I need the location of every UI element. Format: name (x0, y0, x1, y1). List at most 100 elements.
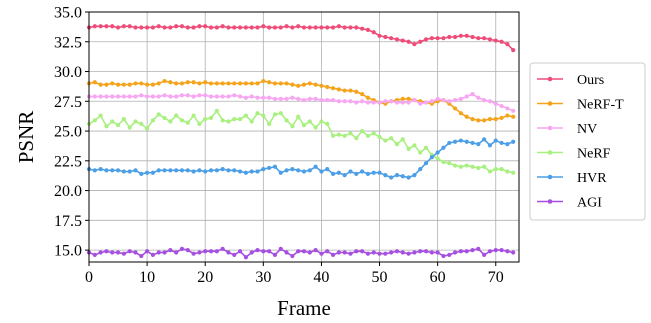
data-point (179, 118, 185, 123)
data-point (139, 25, 144, 30)
data-point (447, 252, 452, 257)
data-point (197, 81, 202, 86)
data-point (482, 252, 487, 257)
data-point (400, 137, 405, 142)
legend-item: HVR (537, 171, 607, 186)
data-point (325, 249, 330, 254)
legend-marker (547, 150, 553, 155)
data-point (487, 37, 493, 42)
data-point (162, 250, 167, 255)
data-point (470, 247, 475, 253)
x-tick-label: 40 (313, 269, 329, 286)
x-tick-label: 30 (255, 269, 271, 286)
data-point (301, 97, 307, 103)
data-point (284, 118, 289, 123)
data-point (162, 168, 167, 173)
data-point (104, 249, 109, 254)
data-point (377, 33, 382, 38)
x-tick-label: 50 (372, 269, 388, 286)
legend-item: NeRF (537, 147, 611, 162)
data-point (290, 167, 295, 172)
data-point (139, 171, 144, 177)
series-agi (86, 246, 516, 260)
legend-box (529, 62, 646, 221)
data-point (110, 119, 115, 124)
data-point (313, 96, 318, 102)
data-point (261, 249, 266, 254)
data-point (493, 117, 498, 122)
data-point (319, 251, 324, 256)
x-tick-label: 10 (139, 269, 155, 286)
data-point (511, 108, 516, 113)
data-point (394, 100, 400, 105)
data-point (185, 25, 190, 30)
data-point (325, 84, 330, 90)
data-point (482, 137, 487, 142)
data-point (389, 99, 394, 104)
data-point (243, 95, 248, 100)
data-point (243, 255, 248, 260)
data-point (406, 251, 411, 256)
data-point (371, 170, 376, 175)
data-point (139, 253, 144, 259)
data-point (423, 249, 429, 254)
data-point (435, 36, 440, 41)
data-point (418, 39, 423, 44)
data-point (168, 25, 173, 30)
data-point (336, 24, 341, 29)
data-point (336, 132, 341, 137)
data-point (348, 99, 353, 104)
data-point (505, 249, 510, 254)
data-point (458, 138, 463, 143)
data-point (394, 37, 400, 42)
data-point (487, 99, 493, 104)
data-point (423, 37, 429, 42)
data-point (487, 117, 493, 122)
data-point (435, 150, 440, 155)
data-point (325, 121, 330, 127)
data-point (365, 133, 371, 138)
data-point (330, 25, 336, 30)
data-point (145, 249, 150, 254)
data-point (360, 169, 365, 174)
data-point (110, 24, 115, 29)
data-point (482, 164, 487, 169)
data-point (139, 81, 144, 86)
data-point (232, 117, 237, 122)
data-point (493, 167, 498, 172)
data-point (145, 25, 150, 30)
data-point (505, 113, 510, 118)
data-point (365, 251, 371, 256)
data-point (220, 24, 225, 29)
data-point (464, 114, 469, 119)
data-point (162, 25, 167, 30)
data-point (493, 38, 498, 43)
data-point (441, 145, 446, 150)
data-point (406, 39, 411, 44)
data-point (150, 170, 156, 175)
legend-marker (547, 199, 553, 204)
data-point (423, 145, 429, 150)
data-point (214, 168, 219, 173)
data-point (203, 80, 208, 85)
data-point (232, 252, 237, 257)
data-point (191, 94, 196, 99)
data-point (290, 124, 295, 129)
data-point (505, 106, 510, 111)
data-point (156, 24, 161, 29)
data-point (482, 118, 487, 123)
data-point (261, 167, 266, 172)
series-ours (86, 24, 516, 53)
data-point (383, 99, 388, 104)
data-point (371, 30, 376, 35)
data-point (249, 250, 254, 255)
data-point (145, 126, 150, 131)
data-point (360, 99, 365, 104)
data-point (208, 115, 214, 121)
data-point (92, 168, 97, 173)
data-point (150, 94, 156, 99)
data-point (418, 249, 423, 254)
data-point (139, 93, 144, 98)
data-point (296, 249, 301, 254)
